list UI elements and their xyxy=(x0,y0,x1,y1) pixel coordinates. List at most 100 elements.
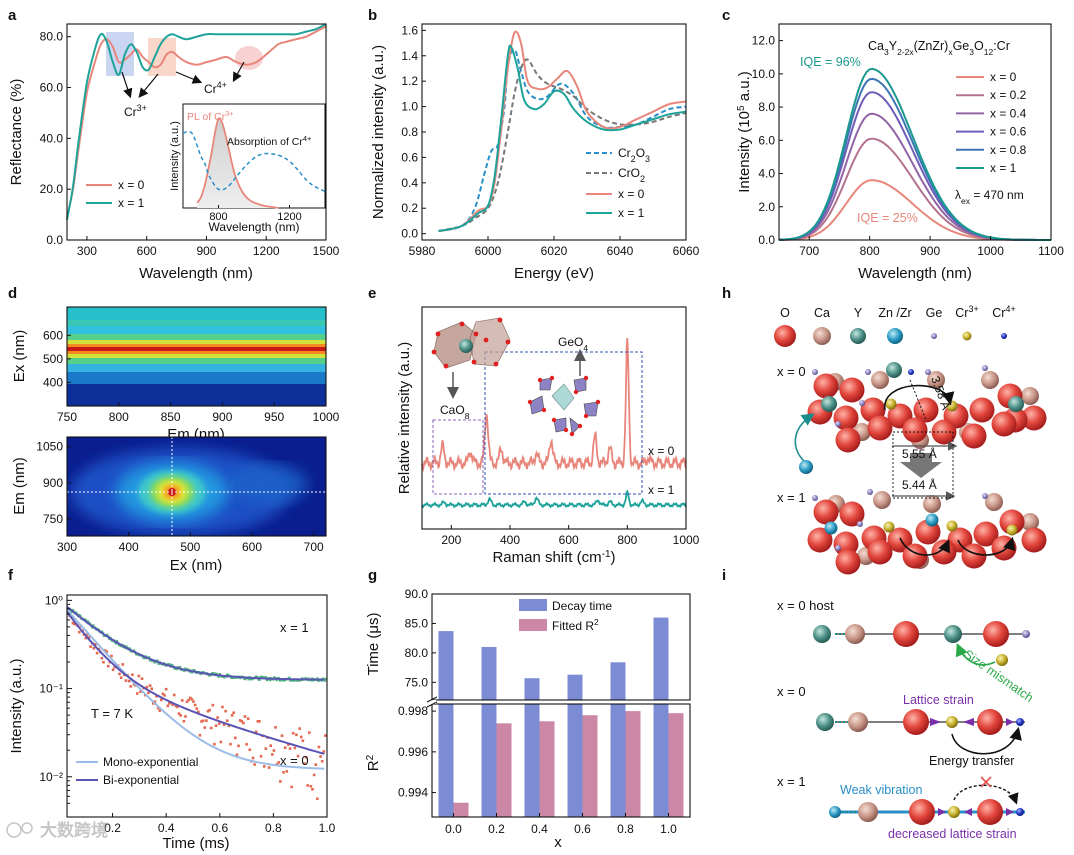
panel-f-point-x0 xyxy=(309,784,313,788)
panel-f-point-x0 xyxy=(135,692,139,695)
panel-g-xlabel: x xyxy=(554,834,562,851)
panel-f-ytick-label: 10⁻² xyxy=(39,770,63,784)
panel-f-legend: Mono-exponential Bi-exponential xyxy=(76,755,198,787)
panel-d-top-xtick-label: 900 xyxy=(212,410,232,424)
panel-a-ylabel: Reflectance (%) xyxy=(8,79,25,186)
panel-e-label-x1: x = 1 xyxy=(648,483,675,497)
panel-f-point-x0 xyxy=(203,726,207,729)
panel-f-point-x0 xyxy=(258,720,261,723)
panel-d-top-frame xyxy=(66,306,327,407)
panel-label-e: e xyxy=(368,285,376,302)
panel-h-legend-label: Ge xyxy=(926,306,943,320)
panel-f-point-x0 xyxy=(105,650,108,653)
panel-h-atom-o xyxy=(839,501,865,527)
panel-a-frame xyxy=(66,23,327,241)
panel-f-point-x0 xyxy=(163,694,166,697)
panel-h-atom-o xyxy=(973,521,999,547)
panel-f-point-x0 xyxy=(227,724,231,728)
panel-f-point-x0 xyxy=(180,699,184,702)
panel-d-bottom-xtick-label: 500 xyxy=(180,540,200,554)
panel-f-point-x0 xyxy=(238,719,242,722)
panel-f-fit-bi-x0 xyxy=(66,611,325,755)
panel-f-point-x1 xyxy=(147,656,151,659)
panel-f-point-x0 xyxy=(248,748,252,752)
panel-f-point-x0 xyxy=(205,719,208,722)
panel-h-row-x1: x = 1 xyxy=(777,490,806,505)
panel-f-point-x0 xyxy=(221,705,224,709)
panel-h-legend-label: O xyxy=(780,306,790,320)
panel-d-bottom-ylabel: Em (nm) xyxy=(11,457,28,515)
panel-f-point-x0 xyxy=(119,676,123,680)
panel-f-point-x0 xyxy=(166,704,170,708)
panel-i-energy-transfer: Energy transfer xyxy=(929,754,1014,768)
panel-d-bottom-xtick-label: 700 xyxy=(304,540,324,554)
panel-f-point-x0 xyxy=(152,702,155,705)
panel-g-bar-r2 xyxy=(453,802,469,817)
panel-h-atom-o xyxy=(807,527,833,553)
panel-b-ytick-label: 0.2 xyxy=(401,201,418,215)
panel-d-bottom-xtick-label: 300 xyxy=(57,540,77,554)
panel-a-arrow-cr4-1 xyxy=(175,71,203,84)
panel-h-atom-ca xyxy=(981,371,999,389)
panel-e-xtick-label: 200 xyxy=(441,533,461,547)
panel-a-arrow-cr4-2 xyxy=(232,61,245,83)
panel-g-legend-decay: Decay time xyxy=(552,599,612,613)
panel-f-point-x0 xyxy=(324,734,327,737)
panel-a-highlight-orange xyxy=(148,38,176,76)
panel-f-point-x0 xyxy=(148,684,152,687)
panel-f-point-x1 xyxy=(316,677,319,680)
panel-g-bar-r2 xyxy=(625,711,641,817)
panel-h-legend-atom xyxy=(813,327,831,345)
panel-f-xtick-label: 0.2 xyxy=(104,821,121,835)
panel-f-point-x0 xyxy=(282,771,285,774)
panel-f-point-x0 xyxy=(160,698,163,702)
panel-h-atom-ge xyxy=(982,493,988,499)
panel-h-atom-o xyxy=(902,417,928,443)
panel-b-frame xyxy=(421,23,687,241)
panel-label-a: a xyxy=(8,7,17,24)
panel-f-point-x0 xyxy=(140,677,144,681)
panel-h-legend-atom xyxy=(931,333,937,339)
panel-i-row-host: x = 0 host xyxy=(777,598,834,613)
panel-f-point-x0 xyxy=(106,664,110,668)
panel-h-atom-ge xyxy=(812,369,818,375)
panel-f-point-x0 xyxy=(293,746,297,750)
panel-g-xtick-label: 0.8 xyxy=(617,822,634,836)
panel-i-size-mismatch-arrow xyxy=(955,643,996,666)
panel-b-legend-x0: x = 0 xyxy=(618,187,645,201)
panel-g-xtick-label: 0.6 xyxy=(574,822,591,836)
panel-i-row-x0: x = 0 xyxy=(777,684,806,699)
panel-f-point-x1 xyxy=(178,666,182,669)
panel-h-atom-ge xyxy=(925,369,931,375)
panel-f-point-x0 xyxy=(319,755,322,758)
panel-c-xtick-label: 1000 xyxy=(977,244,1004,258)
panel-f-label-temp: T = 7 K xyxy=(91,706,133,721)
panel-g-legend-r2: Fitted R2 xyxy=(552,617,599,633)
panel-c-legend-label: x = 0.6 xyxy=(990,125,1027,139)
panel-f-point-x0 xyxy=(118,672,121,676)
panel-g-bar-decay-bottom xyxy=(653,704,669,817)
panel-h-atom-o xyxy=(1021,405,1047,431)
panel-f-point-x0 xyxy=(246,717,250,720)
panel-h-legend-atom xyxy=(887,328,903,344)
watermark-text: 大数跨境 xyxy=(40,820,108,840)
panel-label-b: b xyxy=(368,7,377,24)
panel-f-point-x0 xyxy=(103,649,107,652)
panel-d-bottom-frame xyxy=(66,436,327,537)
panel-f-point-x0 xyxy=(232,711,236,715)
panel-f-point-x1 xyxy=(92,624,95,627)
panel-d-top-xtick-label: 850 xyxy=(161,410,181,424)
panel-g-break-gap xyxy=(428,700,436,704)
panel-b-legend: Cr2O3 CrO2 x = 0 x = 1 xyxy=(586,146,650,220)
panel-f-label-x1: x = 1 xyxy=(280,620,309,635)
panel-h-atom-ca xyxy=(873,491,891,509)
panel-f-point-x1 xyxy=(156,659,159,663)
panel-b-xtick-label: 6000 xyxy=(475,244,502,258)
panel-f-point-x0 xyxy=(164,687,168,691)
panel-f-ylabel: Intensity (a.u.) xyxy=(8,658,25,753)
panel-d-bottom-ytick-label: 1050 xyxy=(36,440,63,454)
panel-f-point-x0 xyxy=(275,762,279,766)
panel-f-point-x0 xyxy=(214,724,218,728)
panel-a-xtick-label: 600 xyxy=(137,244,157,258)
